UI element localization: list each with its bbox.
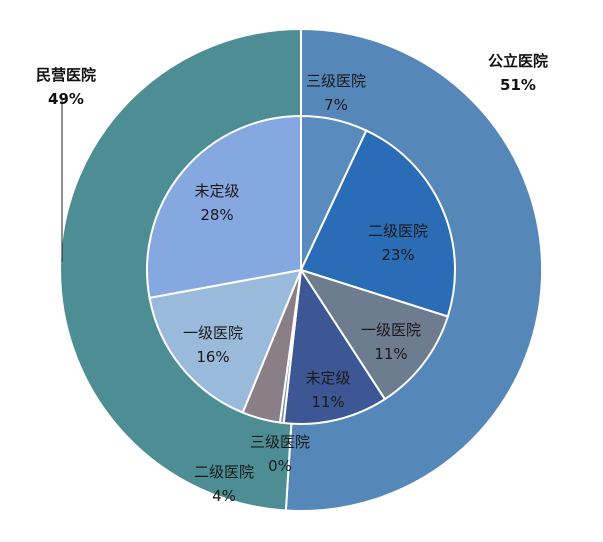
inner-slice-2 [298,268,450,401]
outer-label-private-pct: 49% [48,90,84,108]
inner-label-2-name: 一级医院 [361,321,421,339]
inner-label-0-pct: 7% [324,96,348,114]
inner-label-1-pct: 23% [381,246,414,264]
outer-label-public-pct: 51% [500,76,536,94]
inner-slice-1 [299,129,456,318]
labels: 公立医院 51% 民营医院 49% 三级医院 7% 二级医院 23% 一级医院 … [36,52,548,505]
inner-label-0-name: 三级医院 [306,72,366,90]
outer-label-private-name: 民营医院 [36,66,96,84]
inner-label-3-pct: 11% [311,393,344,411]
inner-label-1-name: 二级医院 [368,222,428,240]
inner-label-3-name: 未定级 [305,369,350,387]
inner-slice-6 [148,268,303,414]
inner-label-5-pct: 4% [212,487,236,505]
inner-slice-3 [282,267,387,425]
inner-label-4-name: 三级医院 [250,433,310,451]
inner-label-5-name: 二级医院 [194,463,254,481]
inner-label-7-name: 未定级 [194,182,239,200]
inner-label-4-pct: 0% [268,457,292,475]
inner-label-7-pct: 28% [200,206,233,224]
outer-label-public-name: 公立医院 [488,52,548,70]
inner-slice-7 [146,114,302,299]
inner-label-2-pct: 11% [374,345,407,363]
inner-pie [146,114,456,425]
inner-label-6-name: 一级医院 [183,324,243,342]
inner-label-6-pct: 16% [196,348,229,366]
